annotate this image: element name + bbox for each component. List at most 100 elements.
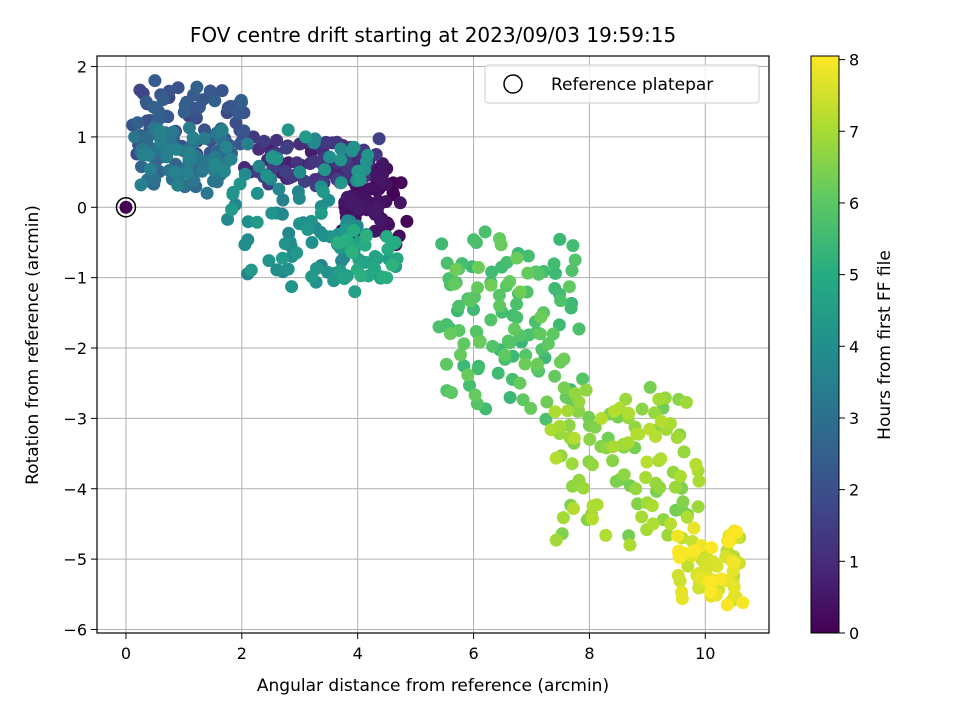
scatter-point (208, 157, 222, 171)
scatter-point (265, 206, 279, 220)
scatter-point (491, 366, 505, 380)
scatter-point (171, 81, 185, 95)
scatter-point (225, 203, 239, 216)
scatter-point (503, 275, 517, 288)
y-tick-label: −6 (63, 620, 87, 639)
legend-marker-icon (503, 74, 523, 94)
scatter-point (564, 301, 578, 315)
scatter-point (385, 258, 399, 272)
scatter-point (400, 214, 414, 228)
scatter-point (380, 271, 394, 285)
scatter-point (501, 334, 515, 348)
colorbar-tick-label: 0 (849, 624, 859, 643)
scatter-point (226, 187, 240, 201)
legend-box (484, 64, 760, 104)
scatter-point (565, 264, 579, 277)
scatter-point (197, 154, 211, 168)
scatter-point (376, 157, 390, 171)
y-axis-ticks: 2 1 0 −1 −2 −3 −4 −5 −6 (63, 58, 97, 639)
scatter-point (607, 404, 621, 418)
scatter-point (617, 468, 631, 482)
scatter-point (548, 266, 562, 280)
scatter-point (260, 169, 274, 183)
legend-label: Reference platepar (551, 75, 713, 95)
scatter-point (464, 294, 477, 308)
scatter-point (238, 238, 252, 252)
scatter-point (494, 238, 508, 252)
scatter-point (503, 391, 517, 404)
colorbar-ticks: 0 1 2 3 4 5 6 7 8 (839, 51, 859, 643)
scatter-point (445, 386, 458, 400)
scatter-point (606, 440, 620, 454)
scatter-point (278, 237, 292, 251)
scatter-point (619, 392, 633, 406)
data-points (126, 74, 750, 612)
scatter-point (595, 411, 608, 425)
scatter-point (548, 369, 562, 383)
scatter-point (572, 322, 586, 336)
colorbar-tick-label: 8 (849, 51, 859, 70)
scatter-point (257, 134, 271, 148)
scatter-point (234, 93, 248, 107)
scatter-point (454, 348, 467, 362)
scatter-point (327, 274, 341, 288)
scatter-point (471, 362, 485, 376)
scatter-point (331, 236, 345, 250)
scatter-point (652, 392, 666, 406)
scatter-point (435, 237, 449, 251)
scatter-point (556, 511, 570, 525)
scatter-point (252, 159, 266, 173)
scatter-point (547, 257, 561, 271)
scatter-point (567, 502, 580, 515)
scatter-point (521, 266, 535, 280)
scatter-point (219, 140, 233, 154)
chart-title: FOV centre drift starting at 2023/09/03 … (190, 23, 676, 47)
scatter-point (347, 224, 361, 237)
colorbar-tick-label: 7 (849, 122, 859, 141)
scatter-point (250, 215, 264, 229)
scatter-point (393, 196, 407, 210)
scatter-point (562, 419, 576, 432)
scatter-point (334, 142, 348, 156)
x-tick-label: 6 (468, 644, 478, 663)
scatter-point (687, 521, 701, 535)
y-tick-label: −5 (63, 550, 87, 569)
scatter-point (171, 178, 185, 192)
scatter-point (730, 525, 743, 539)
scatter-point (203, 84, 217, 98)
scatter-point (136, 148, 150, 162)
scatter-point (134, 178, 148, 192)
scatter-point (447, 277, 461, 291)
scatter-point (576, 372, 590, 386)
scatter-point (468, 388, 482, 402)
scatter-point (606, 454, 620, 468)
scatter-point (676, 495, 690, 509)
scatter-point (323, 150, 337, 164)
scatter-point (513, 376, 527, 390)
scatter-point (557, 381, 571, 395)
scatter-point (640, 455, 654, 469)
scatter-point (367, 205, 381, 219)
scatter-point (340, 190, 354, 204)
scatter-point (586, 499, 600, 513)
scatter-point (671, 568, 685, 582)
scatter-point (301, 223, 315, 236)
y-axis-title: Rotation from reference (arcmin) (23, 205, 43, 485)
scatter-point (270, 263, 284, 277)
scatter-point (671, 529, 685, 543)
scatter-point (148, 173, 162, 187)
scatter-point (645, 499, 659, 513)
colorbar-tick-label: 5 (849, 266, 859, 285)
scatter-point (599, 528, 613, 542)
scatter-point (549, 451, 563, 465)
colorbar-tick-label: 2 (849, 481, 859, 500)
scatter-point (347, 140, 361, 154)
scatter-point (516, 393, 530, 407)
scatter-point (215, 84, 229, 98)
scatter-point (579, 383, 593, 397)
scatter-point (449, 263, 463, 276)
reference-point (119, 200, 133, 214)
x-tick-label: 2 (237, 644, 247, 663)
scatter-point (334, 153, 348, 167)
scatter-point (361, 148, 375, 162)
